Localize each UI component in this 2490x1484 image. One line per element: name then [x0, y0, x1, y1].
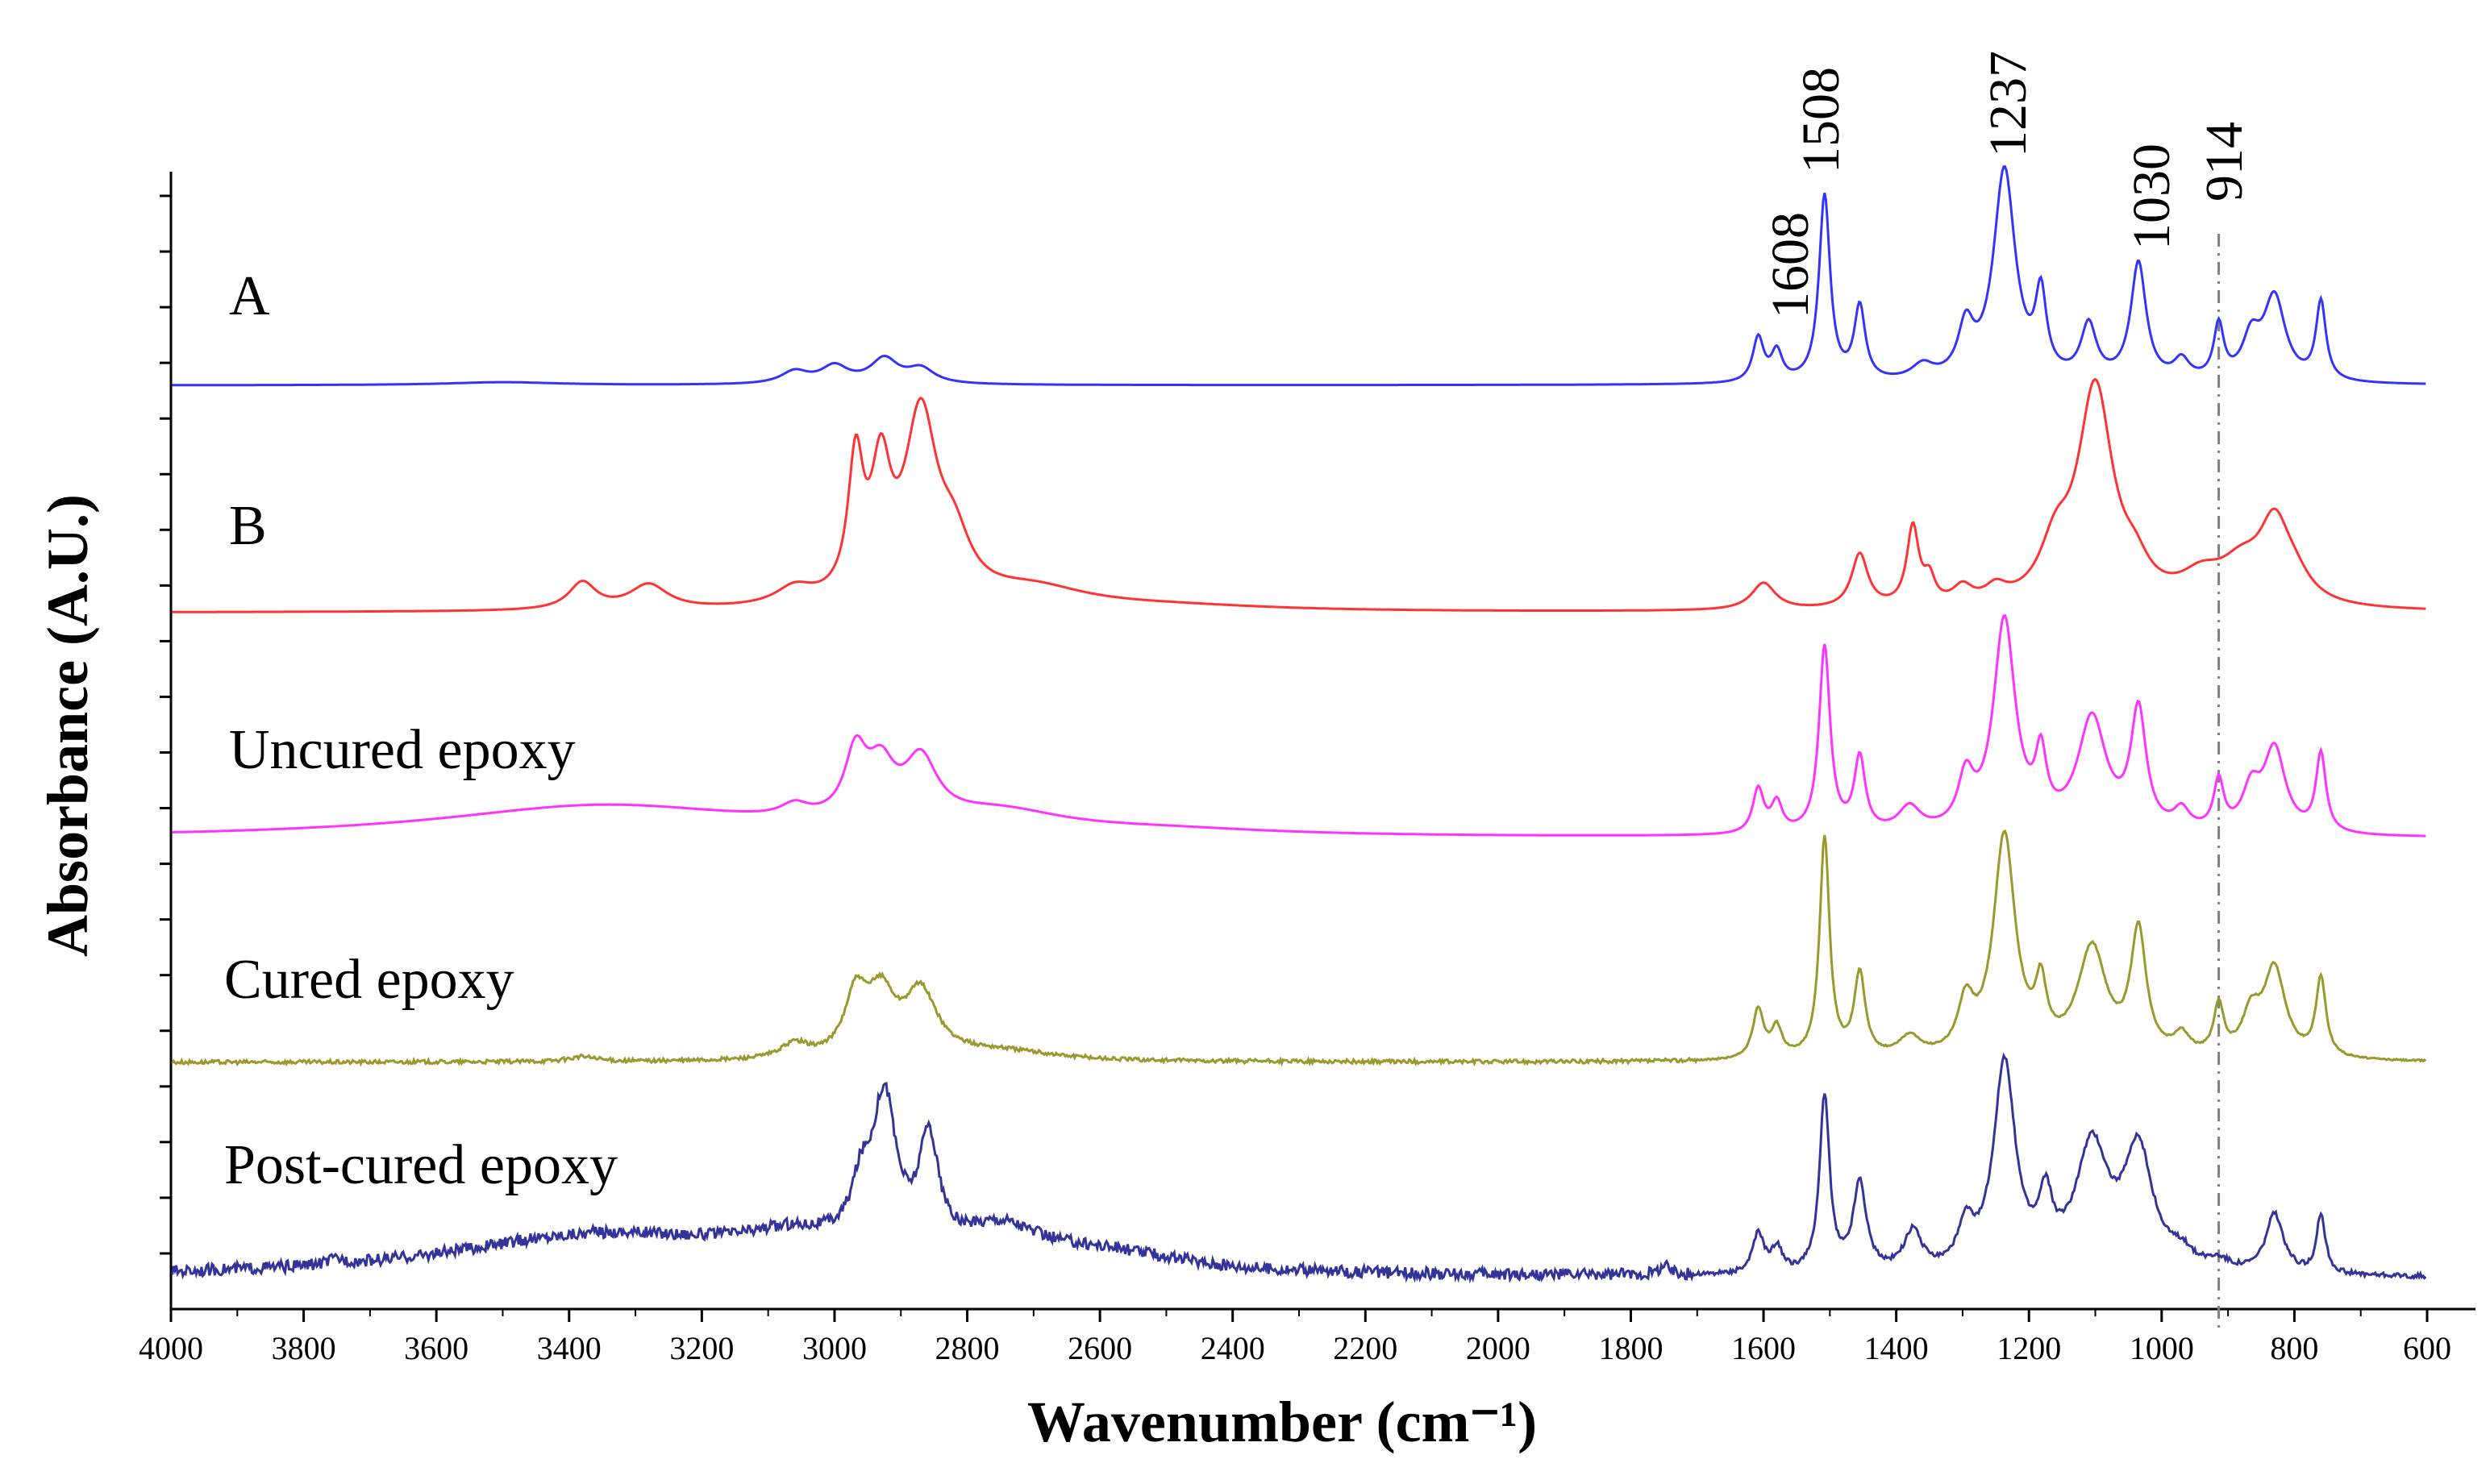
x-tick-label: 1600	[1731, 1330, 1796, 1366]
y-ticks	[160, 194, 171, 1255]
series-labels: A B Uncured epoxy Cured epoxy Post-cured epo…	[224, 265, 618, 1196]
series-label: B	[229, 495, 267, 557]
series-line-b	[172, 377, 2426, 613]
series-label: Cured epoxy	[224, 949, 514, 1011]
x-tick-label: 1400	[1864, 1330, 1929, 1366]
x-tick-label: 3000	[802, 1330, 867, 1366]
x-tick-label: 3600	[404, 1330, 468, 1366]
x-tick-label: 3400	[537, 1330, 602, 1366]
series-label: Uncured epoxy	[229, 719, 576, 781]
x-axis-title: Wavenumber (cm⁻¹)	[1027, 1390, 1537, 1454]
x-tick-label: 600	[2403, 1330, 2451, 1366]
peak-label: 914	[2195, 122, 2254, 202]
peak-label: 1030	[2122, 143, 2181, 250]
series-line-post-cured-epoxy	[171, 1052, 2427, 1284]
x-ticks: 4000 3800 3600 3400 3200 3000 2800 2600 2400 2200…	[139, 1309, 2451, 1366]
series-label: Post-cured epoxy	[224, 1134, 618, 1196]
x-tick-label: 4000	[139, 1330, 203, 1366]
x-tick-label: 2400	[1201, 1330, 1265, 1366]
series-group	[171, 165, 2427, 1284]
y-axis-title: Absorbance (A.U.)	[35, 494, 100, 957]
x-tick-label: 1000	[2130, 1330, 2194, 1366]
x-tick-label: 3200	[669, 1330, 734, 1366]
series-line-uncured-epoxy	[172, 614, 2426, 838]
series-label: A	[229, 265, 270, 327]
plot-area: 4000 3800 3600 3400 3200 3000 2800 2600 2400 2200…	[139, 51, 2475, 1366]
x-tick-label: 800	[2270, 1330, 2318, 1366]
x-tick-label: 1200	[1997, 1330, 2061, 1366]
peak-labels: 1608 1508 1237 1030 914	[1761, 51, 2254, 318]
x-tick-label: 1800	[1598, 1330, 1663, 1366]
x-tick-label: 2200	[1333, 1330, 1397, 1366]
peak-label: 1237	[1979, 51, 2038, 157]
x-tick-label: 3800	[272, 1330, 336, 1366]
series-line-a	[172, 165, 2426, 387]
x-tick-label: 2000	[1466, 1330, 1530, 1366]
peak-label: 1508	[1792, 67, 1851, 173]
series-line-cured-epoxy	[171, 829, 2427, 1067]
peak-label: 1608	[1761, 212, 1820, 318]
x-tick-label: 2800	[935, 1330, 1000, 1366]
x-tick-label: 2600	[1068, 1330, 1132, 1366]
